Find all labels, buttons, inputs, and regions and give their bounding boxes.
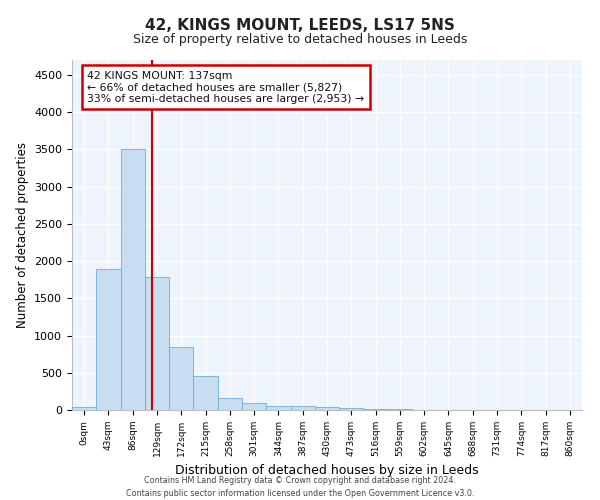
Bar bbox=[315, 408, 339, 410]
Bar bbox=[145, 278, 169, 410]
Bar bbox=[96, 268, 121, 410]
Text: Contains HM Land Registry data © Crown copyright and database right 2024.
Contai: Contains HM Land Registry data © Crown c… bbox=[126, 476, 474, 498]
Bar bbox=[266, 406, 290, 410]
Bar bbox=[339, 408, 364, 410]
Text: Size of property relative to detached houses in Leeds: Size of property relative to detached ho… bbox=[133, 32, 467, 46]
Bar bbox=[242, 403, 266, 410]
Bar bbox=[218, 398, 242, 410]
Y-axis label: Number of detached properties: Number of detached properties bbox=[16, 142, 29, 328]
Bar bbox=[193, 376, 218, 410]
Text: 42 KINGS MOUNT: 137sqm
← 66% of detached houses are smaller (5,827)
33% of semi-: 42 KINGS MOUNT: 137sqm ← 66% of detached… bbox=[88, 70, 364, 104]
Text: 42, KINGS MOUNT, LEEDS, LS17 5NS: 42, KINGS MOUNT, LEEDS, LS17 5NS bbox=[145, 18, 455, 32]
X-axis label: Distribution of detached houses by size in Leeds: Distribution of detached houses by size … bbox=[175, 464, 479, 477]
Bar bbox=[364, 408, 388, 410]
Bar bbox=[72, 407, 96, 410]
Bar bbox=[290, 406, 315, 410]
Bar bbox=[121, 150, 145, 410]
Bar bbox=[169, 346, 193, 410]
